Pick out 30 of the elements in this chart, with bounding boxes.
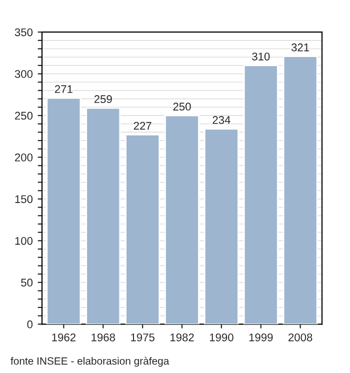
source-note: fonte INSEE - elaborasion gràfega [10, 356, 170, 367]
bar [204, 128, 239, 324]
data-label: 310 [252, 52, 270, 60]
x-tick-label: 1999 [249, 333, 273, 342]
y-tick-label: 50 [21, 278, 33, 287]
x-tick-label: 1968 [92, 333, 116, 342]
x-tick-label: 1990 [210, 333, 234, 342]
bar [243, 64, 278, 324]
data-label: 227 [134, 122, 152, 130]
data-label: 250 [173, 102, 191, 111]
x-tick-label: 1975 [131, 333, 154, 342]
data-label: 259 [94, 95, 112, 104]
y-tick-label: 250 [14, 112, 33, 120]
bar [282, 56, 318, 324]
bar [164, 114, 200, 324]
bar [125, 134, 160, 324]
bar [46, 97, 82, 324]
x-tick-label: 1982 [170, 333, 194, 342]
y-tick-label: 150 [15, 195, 33, 204]
y-tick-label: 300 [14, 70, 33, 78]
x-tick-label: 2008 [288, 333, 312, 342]
x-tick-label: 1962 [52, 333, 76, 342]
y-tick-label: 100 [15, 236, 33, 245]
bar [86, 107, 121, 324]
data-label: 321 [291, 43, 310, 52]
y-tick-label: 0 [27, 320, 33, 328]
data-label: 271 [54, 85, 72, 93]
data-label: 234 [212, 116, 230, 124]
y-tick-label: 200 [14, 154, 33, 162]
y-tick-label: 350 [14, 28, 33, 36]
